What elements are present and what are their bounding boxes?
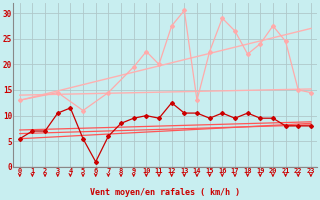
X-axis label: Vent moyen/en rafales ( km/h ): Vent moyen/en rafales ( km/h ) [90, 188, 240, 197]
